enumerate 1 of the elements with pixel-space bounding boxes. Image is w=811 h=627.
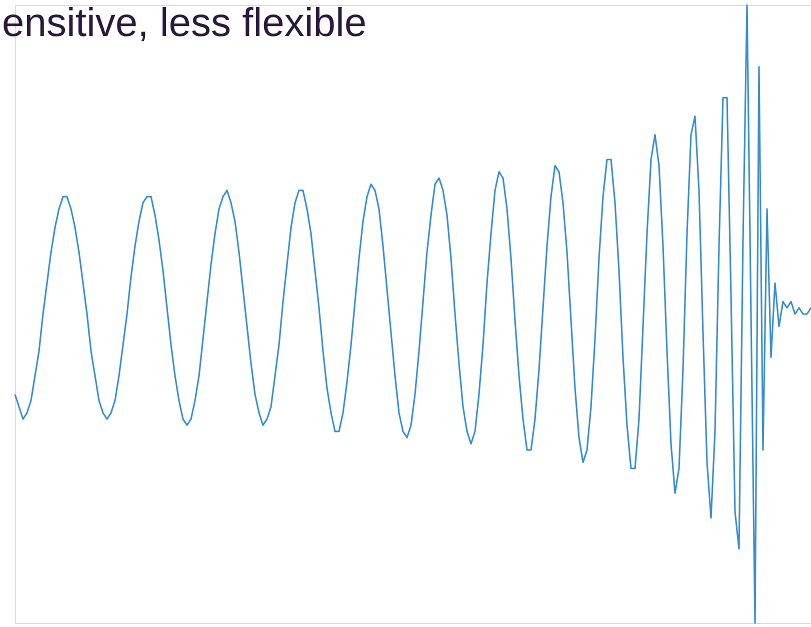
chart-title: ensitive, less flexible bbox=[2, 1, 367, 45]
